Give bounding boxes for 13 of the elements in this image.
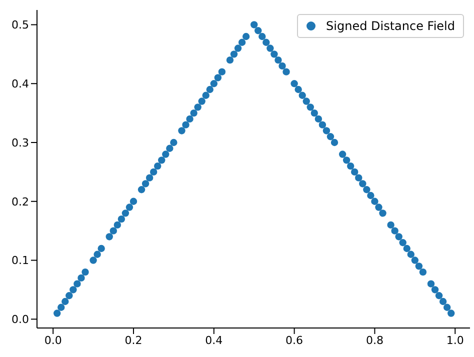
x-tick-label: 0.4 [205,334,223,347]
y-tick-label: 0.2 [12,195,29,208]
y-tick-label: 0.1 [12,254,29,268]
y-tick-label: 0.0 [12,313,29,326]
x-tick-label: 0.8 [366,334,384,347]
x-tick-label: 0.2 [124,334,142,347]
y-tick-label: 0.5 [12,18,29,32]
y-tick-label: 0.4 [12,78,29,91]
legend-label: Signed Distance Field [326,18,455,34]
y-tick-label: 0.3 [12,136,29,150]
x-tick-label: 0.0 [44,334,62,347]
x-tick-label: 1.0 [446,334,464,347]
x-tick-label: 0.6 [286,334,304,347]
